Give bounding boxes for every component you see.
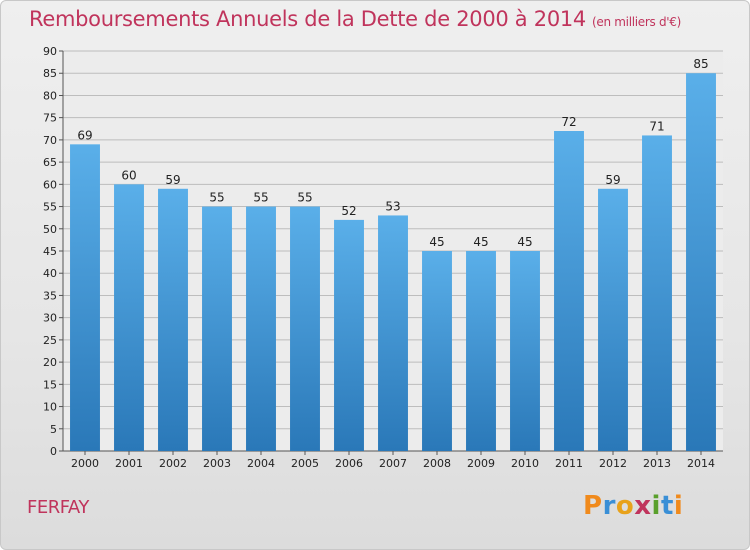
logo-letter: x <box>634 491 652 521</box>
y-tick-label: 10 <box>43 401 57 414</box>
commune-name: FERFAY <box>27 497 89 518</box>
value-label-2000: 69 <box>77 128 92 142</box>
logo-letter: r <box>602 491 616 521</box>
value-label-2008: 45 <box>429 235 444 249</box>
x-tick-label-2010: 2010 <box>511 457 539 470</box>
x-tick-label-2009: 2009 <box>467 457 495 470</box>
x-tick-label-2011: 2011 <box>555 457 583 470</box>
bar-2000 <box>70 144 100 452</box>
bar-2003 <box>202 206 232 451</box>
y-tick-label: 50 <box>43 223 57 236</box>
bar-2013 <box>642 135 672 451</box>
value-label-2010: 45 <box>517 235 532 249</box>
y-tick-label: 90 <box>43 45 57 58</box>
bar-2008 <box>422 251 452 451</box>
y-tick-label: 35 <box>43 289 57 302</box>
y-tick-label: 20 <box>43 356 57 369</box>
y-tick-label: 75 <box>43 112 57 125</box>
bar-2005 <box>290 206 320 451</box>
logo-letter: i <box>651 491 661 521</box>
logo-letter: i <box>673 491 684 521</box>
y-tick-label: 45 <box>43 245 57 258</box>
chart-title-text: Remboursements Annuels de la Dette de 20… <box>29 7 586 31</box>
unit-note: (en milliers d'€) <box>592 15 682 29</box>
proxiti-logo: Proxiti <box>583 491 683 521</box>
labels: 0 5 10 15 20 25 30 35 40 45 50 55 60 65 70 75 80 85 90 69 20… <box>43 45 715 470</box>
y-tick-label: 40 <box>43 267 57 280</box>
bar-2011 <box>554 131 584 451</box>
bar-2002 <box>158 188 188 451</box>
x-tick-label-2006: 2006 <box>335 457 363 470</box>
x-tick-label-2013: 2013 <box>643 457 671 470</box>
chart-title: Remboursements Annuels de la Dette de 20… <box>29 7 681 31</box>
bars <box>70 73 716 452</box>
y-tick-label: 15 <box>43 378 57 391</box>
bar-2007 <box>378 215 408 451</box>
logo-letter: t <box>660 491 674 521</box>
value-label-2001: 60 <box>121 168 136 182</box>
y-tick-label: 60 <box>43 178 57 191</box>
y-tick-label: 25 <box>43 334 57 347</box>
y-tick-label: 80 <box>43 89 57 102</box>
y-tick-label: 5 <box>50 423 57 436</box>
bar-2001 <box>114 184 144 452</box>
logo-letter: P <box>583 491 603 521</box>
bar-2009 <box>466 251 496 451</box>
value-label-2014: 85 <box>693 57 708 71</box>
x-tick-label-2005: 2005 <box>291 457 319 470</box>
x-tick-label-2012: 2012 <box>599 457 627 470</box>
bar-2012 <box>598 188 628 451</box>
value-label-2002: 59 <box>165 173 180 187</box>
x-tick-label-2002: 2002 <box>159 457 187 470</box>
value-label-2005: 55 <box>297 191 312 205</box>
bar-2014 <box>686 73 716 451</box>
y-tick-label: 55 <box>43 201 57 214</box>
bar-2006 <box>334 219 364 451</box>
x-tick-label-2001: 2001 <box>115 457 143 470</box>
value-label-2004: 55 <box>253 191 268 205</box>
y-tick-label: 65 <box>43 156 57 169</box>
x-tick-label-2008: 2008 <box>423 457 451 470</box>
value-label-2003: 55 <box>209 191 224 205</box>
y-tick-label: 30 <box>43 312 57 325</box>
logo-letter: o <box>615 491 635 521</box>
x-tick-label-2007: 2007 <box>379 457 407 470</box>
value-label-2006: 52 <box>341 204 356 218</box>
y-tick-label: 85 <box>43 67 57 80</box>
x-tick-label-2014: 2014 <box>687 457 715 470</box>
value-label-2011: 72 <box>561 115 576 129</box>
value-label-2012: 59 <box>605 173 620 187</box>
x-tick-label-2003: 2003 <box>203 457 231 470</box>
value-label-2013: 71 <box>649 119 664 133</box>
value-label-2007: 53 <box>385 199 400 213</box>
x-tick-label-2004: 2004 <box>247 457 275 470</box>
y-tick-label: 0 <box>50 445 57 458</box>
bar-2004 <box>246 206 276 451</box>
x-tick-label-2000: 2000 <box>71 457 99 470</box>
bar-2010 <box>510 251 540 451</box>
y-tick-label: 70 <box>43 134 57 147</box>
value-label-2009: 45 <box>473 235 488 249</box>
